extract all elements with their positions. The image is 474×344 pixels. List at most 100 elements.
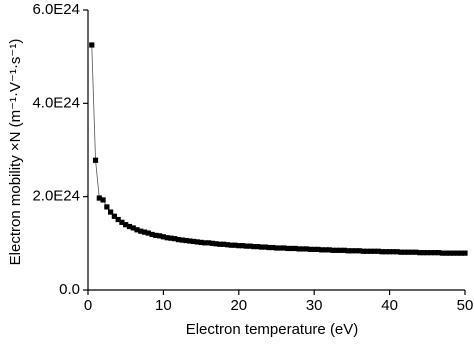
data-point: [243, 243, 249, 249]
data-point: [228, 242, 234, 248]
data-point: [206, 240, 212, 246]
data-point: [224, 242, 231, 248]
data-point: [454, 250, 461, 256]
data-point: [179, 237, 185, 243]
data-point: [307, 246, 314, 252]
data-point: [345, 248, 351, 254]
data-point: [262, 244, 268, 250]
data-point: [458, 250, 464, 256]
data-point: [288, 245, 295, 252]
data-point: [349, 248, 355, 254]
x-tick-label: 10: [155, 297, 172, 314]
data-point: [394, 249, 400, 255]
data-point: [247, 243, 253, 249]
data-point: [353, 248, 359, 254]
data-point: [379, 249, 385, 255]
data-point: [432, 250, 438, 256]
data-point: [89, 42, 95, 48]
data-point: [172, 236, 178, 242]
data-point: [405, 249, 412, 255]
y-axis-title: Electron mobility ×N (m⁻¹·V⁻¹·s⁻¹): [7, 39, 24, 266]
data-point: [443, 250, 449, 256]
data-point: [360, 248, 366, 254]
data-point: [402, 249, 408, 255]
data-point: [326, 247, 332, 253]
data-point: [198, 239, 204, 245]
data-point: [398, 249, 404, 255]
data-point: [368, 248, 374, 254]
data-point: [258, 244, 265, 250]
x-tick-label: 30: [306, 297, 323, 314]
data-point: [187, 238, 193, 244]
data-point: [277, 245, 283, 251]
data-point: [119, 219, 125, 225]
data-point: [108, 209, 114, 215]
data-point: [104, 204, 110, 210]
data-point: [439, 250, 445, 256]
data-point: [428, 250, 434, 256]
data-point: [341, 247, 347, 253]
data-point: [149, 231, 155, 238]
data-point: [236, 243, 242, 249]
y-tick-label: 6.0E24: [32, 1, 80, 18]
data-point: [145, 230, 151, 236]
data-point: [255, 244, 261, 250]
data-point: [96, 195, 102, 201]
data-point: [190, 238, 197, 245]
data-point: [315, 246, 321, 252]
data-point: [390, 249, 396, 255]
data-point: [292, 245, 298, 252]
data-point: [304, 246, 310, 252]
data-point: [141, 229, 148, 235]
x-tick-label: 50: [457, 297, 474, 314]
data-point: [202, 240, 208, 246]
data-point: [300, 246, 306, 252]
data-point: [451, 250, 457, 256]
data-point: [383, 249, 389, 255]
data-point: [168, 235, 174, 241]
data-point: [100, 197, 106, 203]
data-point: [337, 247, 344, 253]
data-point: [130, 225, 136, 231]
data-point: [322, 247, 329, 253]
y-tick-label: 4.0E24: [32, 94, 80, 111]
data-point: [213, 241, 219, 247]
data-point: [92, 157, 99, 163]
data-point: [462, 250, 468, 256]
y-tick-label: 0.0: [59, 281, 80, 298]
data-point: [164, 235, 170, 241]
data-point: [356, 248, 363, 254]
data-point: [153, 232, 159, 238]
data-point: [420, 250, 427, 256]
x-tick-label: 0: [84, 297, 92, 314]
data-point: [270, 244, 276, 251]
y-tick-label: 2.0E24: [32, 188, 80, 205]
data-point: [436, 250, 442, 256]
data-point: [221, 241, 227, 247]
data-point: [387, 249, 393, 255]
data-point: [115, 216, 121, 223]
data-point: [251, 244, 257, 250]
data-point: [330, 247, 336, 253]
data-point: [232, 242, 238, 248]
data-point: [447, 250, 453, 256]
data-point: [175, 237, 182, 243]
data-point: [424, 250, 430, 256]
data-point: [157, 233, 163, 239]
data-point: [375, 248, 381, 254]
data-point: [239, 243, 246, 249]
data-point: [285, 245, 291, 252]
data-point: [266, 244, 272, 251]
data-point: [138, 228, 144, 234]
data-point: [371, 248, 378, 254]
data-point: [417, 250, 423, 256]
data-point: [217, 241, 223, 247]
data-point: [183, 237, 189, 244]
data-point: [273, 245, 280, 251]
data-point: [123, 222, 129, 228]
data-point: [409, 249, 415, 255]
data-point: [126, 223, 133, 230]
data-point: [281, 245, 287, 251]
data-point: [319, 247, 325, 253]
